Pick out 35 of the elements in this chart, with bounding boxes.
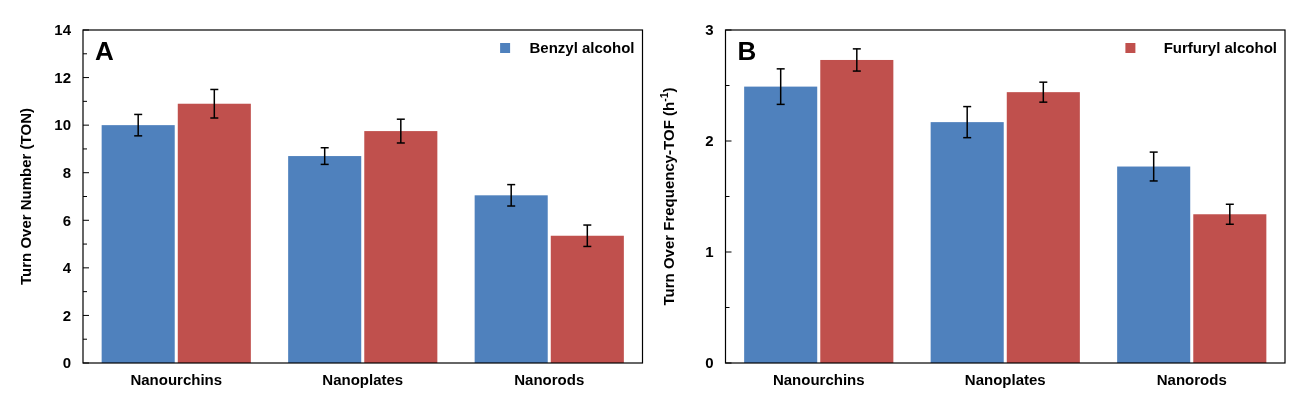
bar xyxy=(177,103,251,363)
y-axis-title: Turn Over Number (TON) xyxy=(17,108,34,285)
y-tick-label: 1 xyxy=(705,243,714,261)
bar xyxy=(550,235,624,363)
y-tick-label: 6 xyxy=(62,211,71,229)
x-tick-label: Nanourchins xyxy=(772,371,865,388)
bar xyxy=(474,195,548,363)
bar xyxy=(288,156,362,363)
x-tick-label: Nanoplates xyxy=(964,371,1046,388)
y-tick-label: 8 xyxy=(62,163,71,181)
annotation: B xyxy=(737,36,757,66)
bar xyxy=(101,125,175,363)
bar xyxy=(1193,214,1267,363)
legend-label: Benzyl alcohol xyxy=(529,39,635,57)
bar xyxy=(744,86,818,363)
y-tick-label: 2 xyxy=(62,306,71,324)
bar xyxy=(1006,92,1080,363)
y-tick-label: 0 xyxy=(62,354,71,372)
y-tick-label: 0 xyxy=(705,354,714,372)
y-tick-label: 14 xyxy=(54,21,72,39)
x-tick-label: Nanoplates xyxy=(322,371,404,388)
y-tick-label: 2 xyxy=(705,132,714,150)
bar xyxy=(820,59,894,363)
bar xyxy=(1117,166,1191,363)
x-tick-label: Nanourchins xyxy=(130,371,223,388)
bar xyxy=(364,131,438,363)
bar xyxy=(930,122,1004,363)
y-tick-label: 3 xyxy=(705,21,714,39)
y-tick-label: 10 xyxy=(54,116,71,134)
legend-label: Furfuryl alcohol xyxy=(1163,39,1277,57)
x-tick-label: Nanorods xyxy=(514,371,585,388)
x-tick-label: Nanorods xyxy=(1156,371,1227,388)
y-tick-label: 12 xyxy=(54,68,71,86)
y-tick-label: 4 xyxy=(62,259,72,277)
annotation: A xyxy=(95,36,114,66)
